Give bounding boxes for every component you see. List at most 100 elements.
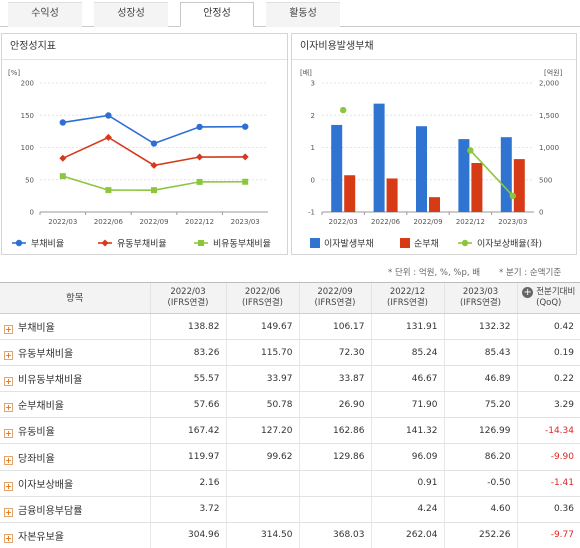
expand-icon[interactable]: +	[4, 533, 13, 543]
value-cell: 46.67	[370, 365, 444, 393]
y-tick-label: 150	[21, 112, 34, 120]
row-label-cell[interactable]: + 순부채비율	[0, 391, 150, 419]
add-column-icon[interactable]: +	[522, 287, 534, 298]
bar	[331, 124, 343, 212]
row-label-cell[interactable]: + 이자보상배율	[0, 470, 150, 497]
table-row: + 자본유보율 304.96 314.50 368.03 262.04 252.26 -9.7…	[0, 522, 580, 548]
value-cell: 46.89	[443, 365, 517, 393]
row-label-cell[interactable]: + 유동비율	[0, 417, 150, 445]
y2-axis-label: [억원]	[544, 68, 563, 77]
value-cell: 3.72	[149, 496, 226, 523]
expand-icon[interactable]: +	[4, 429, 13, 439]
bar	[513, 159, 525, 212]
expand-icon[interactable]: +	[4, 455, 13, 465]
value-cell: 99.62	[225, 443, 299, 471]
qoq-cell: 3.29	[516, 391, 580, 419]
legend-label: 이자보상배율(좌)	[477, 239, 542, 250]
value-cell: 2.16	[149, 470, 226, 497]
value-cell: 75.20	[443, 391, 517, 419]
value-cell	[298, 470, 371, 497]
line-series	[340, 106, 516, 200]
value-cell: 57.66	[149, 391, 226, 419]
panel-title: 안정성지표	[2, 34, 287, 60]
value-cell: 132.32	[443, 313, 517, 341]
value-cell: -0.50	[443, 470, 517, 497]
interest-debt-bar-chart: [배] [억원] -1 0 1 2 3 0 500 1,000 1,500 2,000 2022/03 2…	[300, 68, 563, 250]
y2-tick-label: 1,000	[539, 144, 559, 152]
legend-label: 비유동부채비율	[213, 239, 271, 250]
row-label-cell[interactable]: + 비유동부채비율	[0, 365, 150, 393]
row-label-cell[interactable]: + 부채비율	[0, 313, 150, 341]
y-tick-label: 2	[311, 112, 315, 120]
row-label: 유동비율	[18, 427, 55, 439]
data-point	[59, 173, 66, 180]
data-point	[241, 153, 249, 161]
legend-marker	[101, 239, 109, 247]
value-cell	[298, 496, 371, 523]
data-point	[105, 187, 112, 194]
panel-title: 이자비용발생부채	[292, 34, 576, 60]
data-point	[150, 140, 158, 147]
table-header-row: 항목 2022/03 (IFRS연결) 2022/06 (IFRS연결) 2022/…	[0, 282, 580, 314]
legend-marker	[15, 239, 23, 247]
row-label-cell[interactable]: + 자본유보율	[0, 522, 150, 548]
y-tick-label: 50	[25, 176, 34, 184]
expand-icon[interactable]: +	[4, 351, 13, 361]
value-cell: 304.96	[149, 522, 226, 548]
bar	[458, 139, 470, 212]
value-cell: 167.42	[149, 417, 226, 445]
header-qoq: + 전분기대비 (QoQ)	[516, 282, 580, 314]
series-line	[469, 149, 514, 197]
expand-icon[interactable]: +	[4, 481, 13, 491]
legend-label: 부채비율	[31, 239, 64, 250]
value-cell: 85.24	[370, 339, 444, 367]
series-circle	[59, 112, 249, 147]
y-tick-label: 1	[311, 144, 315, 152]
y2-tick-label: 0	[539, 209, 543, 217]
value-cell: 83.26	[149, 339, 226, 367]
tab-growth[interactable]: 성장성	[94, 2, 168, 27]
bar	[500, 137, 512, 212]
data-point	[104, 133, 112, 141]
stability-chart-panel: 안정성지표 [%] 0 50 100 150 200 2022/03 2022/06 2022/…	[1, 33, 288, 255]
qoq-cell: -9.90	[516, 443, 580, 471]
legend-marker	[198, 240, 204, 246]
stability-table: 항목 2022/03 (IFRS연결) 2022/06 (IFRS연결) 2022/…	[0, 282, 580, 548]
value-cell: 4.24	[370, 496, 444, 523]
bar-series	[344, 159, 525, 212]
row-label: 자본유보율	[18, 531, 64, 543]
tab-activity[interactable]: 활동성	[266, 2, 340, 27]
row-label-cell[interactable]: + 당좌비율	[0, 443, 150, 471]
expand-icon[interactable]: +	[4, 325, 13, 335]
value-cell: 85.43	[443, 339, 517, 367]
interest-debt-chart-panel: 이자비용발생부채 [배] [억원] -1 0 1 2 3 0 500 1,000 1,500 2,00…	[291, 33, 577, 255]
value-cell: 96.09	[370, 443, 444, 471]
data-point	[151, 187, 157, 194]
tab-profitability[interactable]: 수익성	[8, 2, 82, 27]
qoq-cell: 0.36	[516, 496, 580, 523]
value-cell: 86.20	[443, 443, 517, 471]
bar	[344, 175, 356, 212]
data-point	[242, 178, 249, 185]
x-tick-label: 2023/03	[231, 218, 260, 226]
value-cell: 119.97	[149, 443, 226, 471]
row-label: 금융비용부담률	[18, 505, 83, 517]
y2-tick-label: 2,000	[539, 80, 559, 88]
row-label: 순부채비율	[18, 401, 64, 413]
data-point	[196, 153, 204, 161]
expand-icon[interactable]: +	[4, 507, 13, 517]
row-label-cell[interactable]: + 유동부채비율	[0, 339, 150, 367]
row-label: 유동부채비율	[18, 349, 74, 361]
expand-icon[interactable]: +	[4, 377, 13, 387]
tab-stability[interactable]: 안정성	[180, 2, 254, 27]
bar	[416, 126, 427, 212]
value-cell: 106.17	[298, 313, 371, 341]
basis-note: * 분기 : 순액기준	[499, 268, 562, 278]
y-tick-label: 0	[311, 176, 315, 184]
table-row: + 유동부채비율 83.26 115.70 72.30 85.24 85.43 0.19	[0, 339, 580, 367]
expand-icon[interactable]: +	[4, 403, 13, 413]
value-cell: 26.90	[298, 391, 371, 419]
value-cell: 72.30	[298, 339, 371, 367]
y-tick-label: 0	[30, 209, 34, 217]
row-label-cell[interactable]: + 금융비용부담률	[0, 496, 150, 523]
